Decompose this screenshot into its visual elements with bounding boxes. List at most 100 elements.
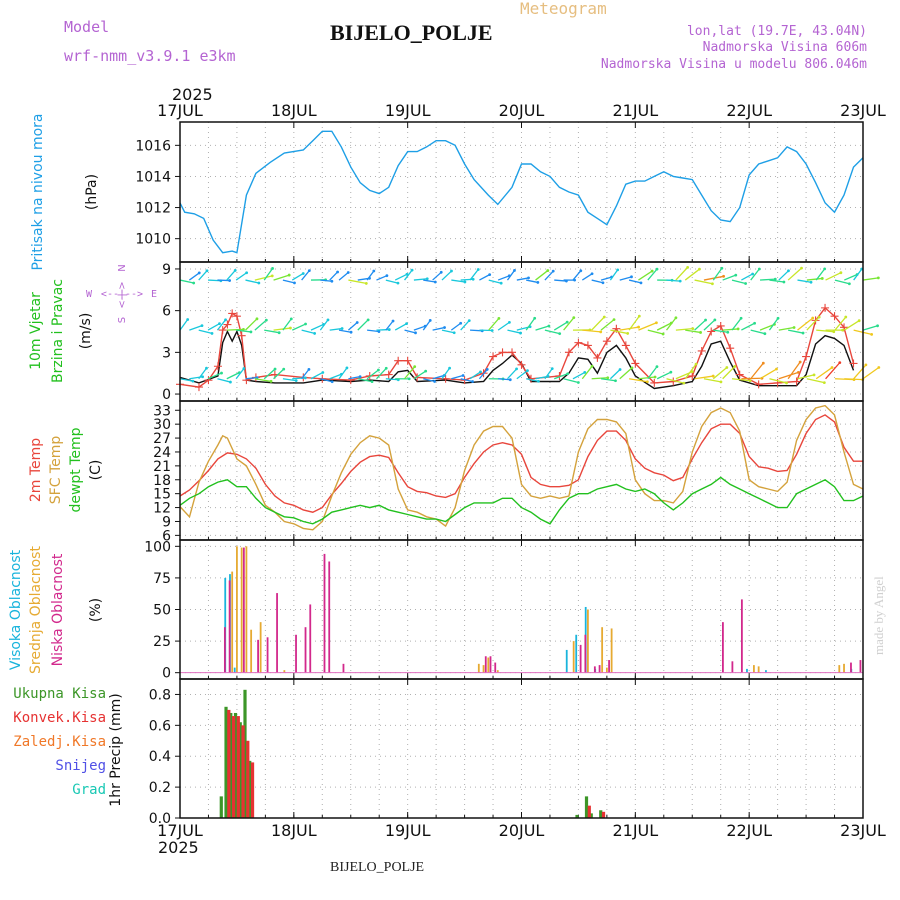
wind-arrow-head <box>776 316 780 320</box>
wind-arrow-head <box>289 326 292 330</box>
wind-arrow-head <box>270 274 274 278</box>
wind-arrow <box>320 378 333 383</box>
wind-arrow-head <box>792 326 796 329</box>
y-tick-label: 24 <box>153 445 171 461</box>
wind-arrow <box>684 363 697 380</box>
wind-arrow-head <box>612 318 616 322</box>
wind-arrow <box>685 329 701 334</box>
wind-arrow <box>320 279 332 282</box>
bar <box>746 668 748 673</box>
wind-arrow-head <box>220 371 223 375</box>
wind-arrow <box>722 365 736 380</box>
wind-arrow-head <box>822 381 826 385</box>
wind-arrow <box>282 318 292 331</box>
precip-legend-item: Zaledj.Kisa <box>13 734 106 750</box>
y-tick-label: 1014 <box>135 169 171 185</box>
wind-arrow <box>787 267 802 281</box>
wind-arrow-head <box>682 381 686 385</box>
wind-arrow-head <box>558 332 562 336</box>
wind-arrow-head <box>551 269 555 273</box>
y-tick-label: 0.4 <box>149 749 171 765</box>
wind-arrow-head <box>751 272 755 276</box>
wind-arrow-head <box>753 321 757 325</box>
bar <box>584 796 589 818</box>
bar <box>248 760 252 818</box>
wind-arrow-head <box>245 271 249 275</box>
wind-arrow-head <box>197 271 201 275</box>
wind-arrow <box>535 325 550 331</box>
wind-arrow <box>535 270 549 281</box>
wind-arrow-head <box>287 273 291 277</box>
gust-marker <box>754 380 763 389</box>
wind-arrow-head <box>301 272 305 275</box>
bar <box>722 622 724 673</box>
wind-arrow <box>367 329 380 333</box>
wind-arrow-head <box>210 332 214 335</box>
wind-arrow-head <box>326 318 330 322</box>
gust-marker <box>583 341 592 350</box>
wind-arrow-head <box>839 271 843 275</box>
wind-arrow-head <box>877 366 881 369</box>
wind-arrow <box>843 320 860 331</box>
wind-arrow-head <box>734 273 738 277</box>
wind-arrow <box>235 368 245 380</box>
wind-arrow-head <box>763 332 767 336</box>
wind-arrow <box>581 273 593 281</box>
wind-arrow <box>628 378 648 383</box>
wind-arrow <box>694 319 707 331</box>
wind-arrow <box>488 279 502 284</box>
meteogram-subtitle: Meteogram <box>520 0 607 18</box>
series-line-pressure <box>179 130 864 254</box>
bar <box>304 627 307 673</box>
wind-arrow <box>451 374 464 380</box>
wind-arrow <box>179 279 194 284</box>
model-elevation-info: Nadmorska Visina u modelu 806.046m <box>600 57 867 72</box>
bar <box>342 663 345 673</box>
gust-marker <box>830 312 839 321</box>
wind-arrow <box>544 329 560 335</box>
wind-arrow-head <box>602 315 606 319</box>
wind-arrow <box>656 322 672 331</box>
bar <box>257 639 259 673</box>
wind-arrow <box>329 327 343 331</box>
wind-arrow-head <box>537 379 540 383</box>
wind-arrow-head <box>744 282 747 285</box>
wind-arrow-head <box>425 277 429 281</box>
wind-arrow <box>310 371 324 380</box>
wind-arrow-head <box>515 367 518 371</box>
y-tick-label: 21 <box>153 459 171 475</box>
wind-arrow-head <box>192 281 196 285</box>
wind-arrow <box>609 369 621 380</box>
gust-marker <box>574 338 583 347</box>
wind-arrow-head <box>471 277 475 281</box>
wind-arrow <box>338 329 352 333</box>
x-tick-label-bottom: 19JUL <box>385 821 431 840</box>
wind-arrow-head <box>439 270 443 274</box>
panel-precip: 0.0 0.2 0.4 0.6 0.8 <box>149 678 864 827</box>
bar <box>482 665 485 673</box>
model-name: wrf-nmm_v3.9.1 e3km <box>64 47 236 65</box>
wind-arrow <box>572 371 586 380</box>
bar <box>323 553 326 673</box>
gust-marker <box>849 359 858 368</box>
wind-arrow <box>254 275 273 281</box>
wind-arrow <box>619 367 633 380</box>
gust-marker <box>707 327 716 336</box>
y-tick-label: 1010 <box>135 232 171 248</box>
wind-arrow-head <box>761 361 765 365</box>
ylabel-temp-dewpt: dewpt Temp <box>68 427 84 512</box>
wind-arrow <box>694 279 713 285</box>
wind-arrow <box>254 319 267 331</box>
wind-arrow <box>366 270 375 281</box>
wind-arrow-head <box>499 281 503 285</box>
wind-arrow-head <box>407 377 411 381</box>
gust-marker <box>602 337 611 346</box>
ylabel-temp-2m: 2m Temp <box>28 438 44 502</box>
wind-arrow-head <box>346 271 350 274</box>
wind-arrow <box>432 271 442 281</box>
wind-arrow <box>788 329 804 334</box>
wind-arrow <box>366 369 379 380</box>
y-tick-label: 0.0 <box>149 811 171 827</box>
wind-arrow-head <box>590 364 594 368</box>
wind-arrow <box>394 323 407 331</box>
